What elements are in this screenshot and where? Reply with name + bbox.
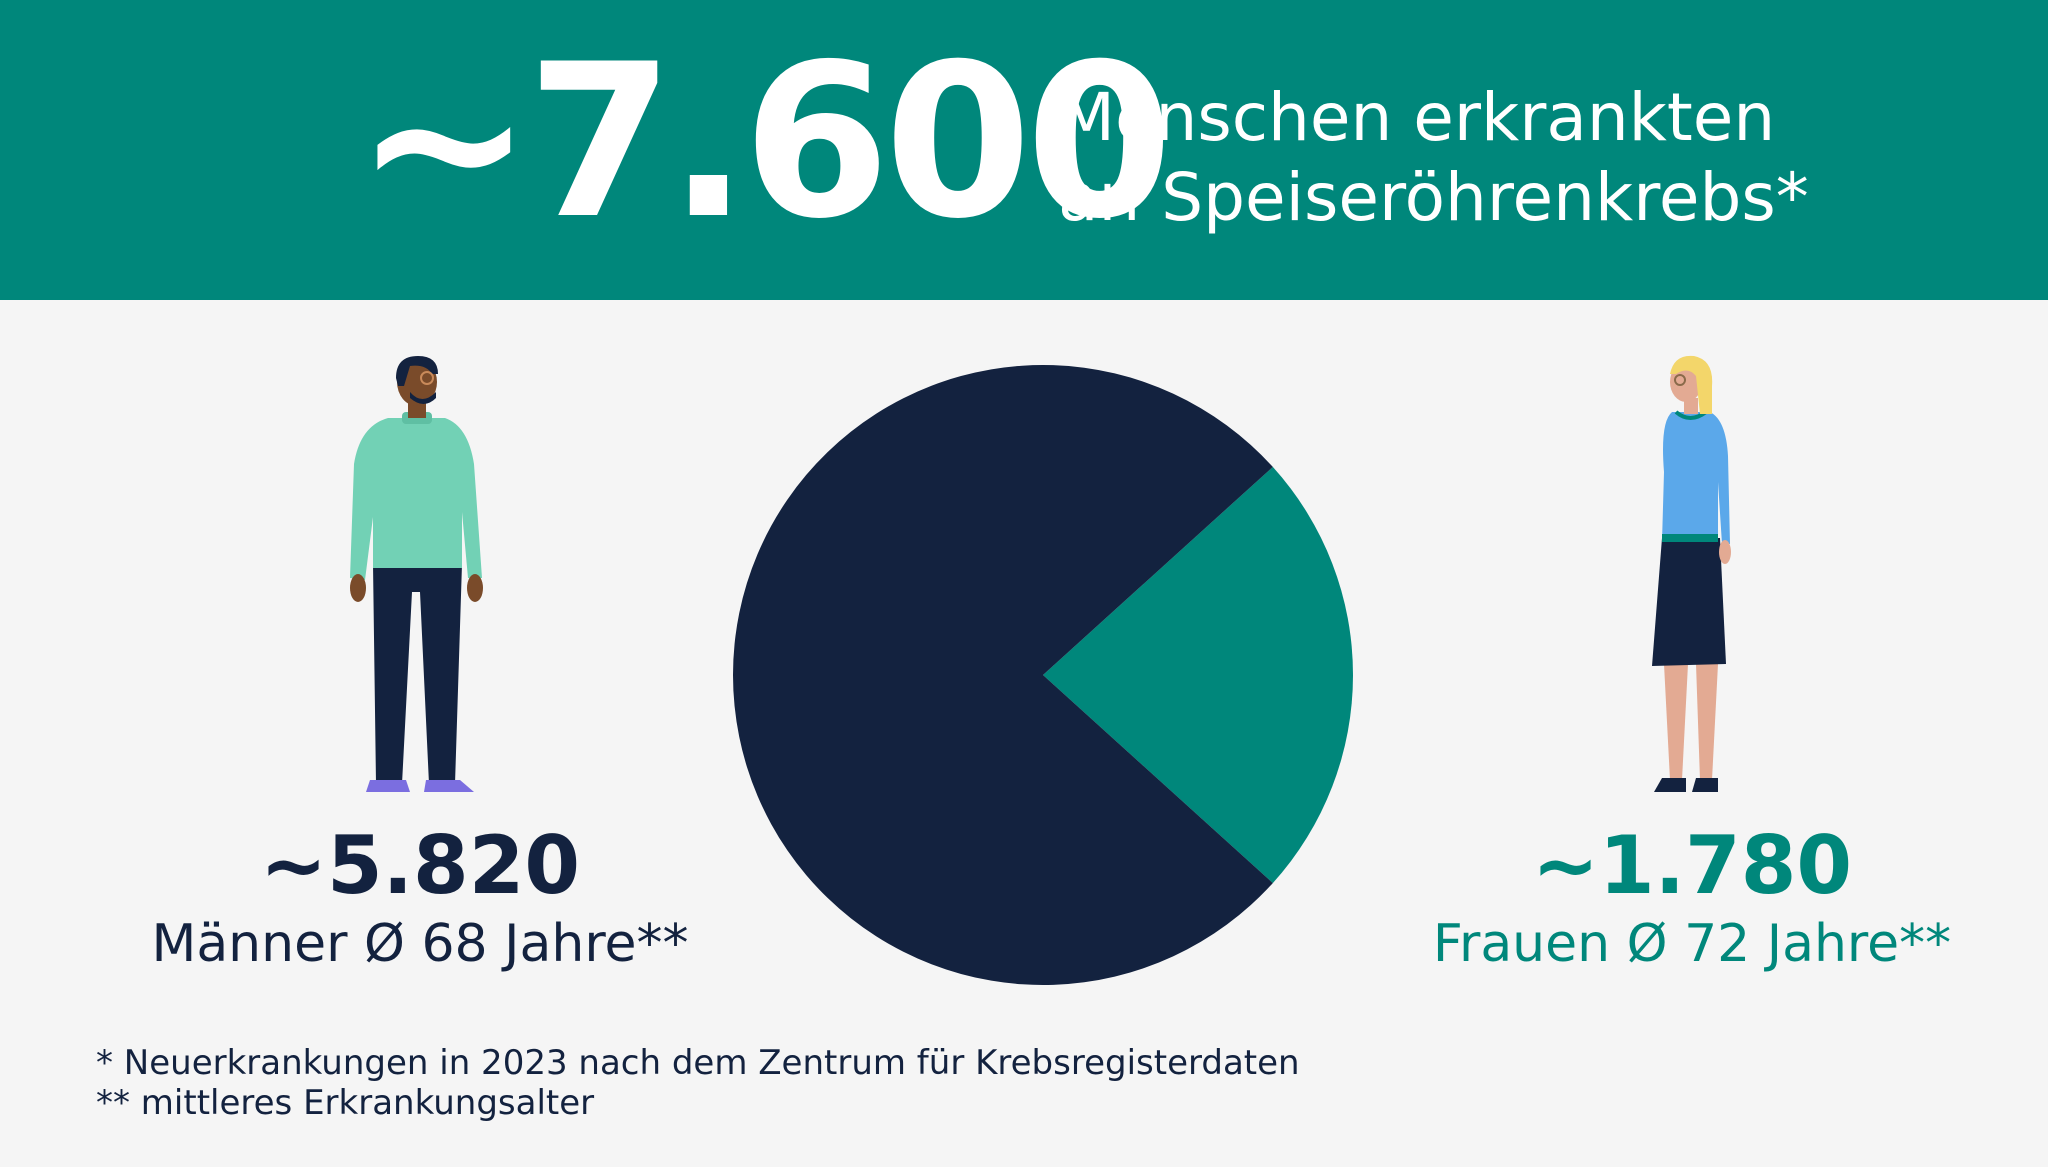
footnote-source: * Neuerkrankungen in 2023 nach dem Zentr… [96,1043,1300,1083]
men-value: ~5.820 [259,819,581,912]
man-illustration-icon [350,356,483,792]
total-cases-value: ~7.600 [355,18,1173,265]
pie-slice-mnner [732,365,1273,985]
headline: Menschen erkrankten an Speiseröhrenkrebs… [1058,78,1809,238]
men-label: Männer Ø 68 Jahre** [151,914,689,974]
women-value: ~1.780 [1531,819,1853,912]
headline-line-2: an Speiseröhrenkrebs* [1058,159,1809,236]
woman-illustration-icon [1652,355,1731,792]
headline-line-1: Menschen erkrankten [1058,79,1776,156]
women-label: Frauen Ø 72 Jahre** [1432,914,1952,974]
pie-slice-frauen [1043,466,1353,884]
header-banner [0,0,2048,300]
footnote-age: ** mittleres Erkrankungsalter [96,1083,595,1123]
